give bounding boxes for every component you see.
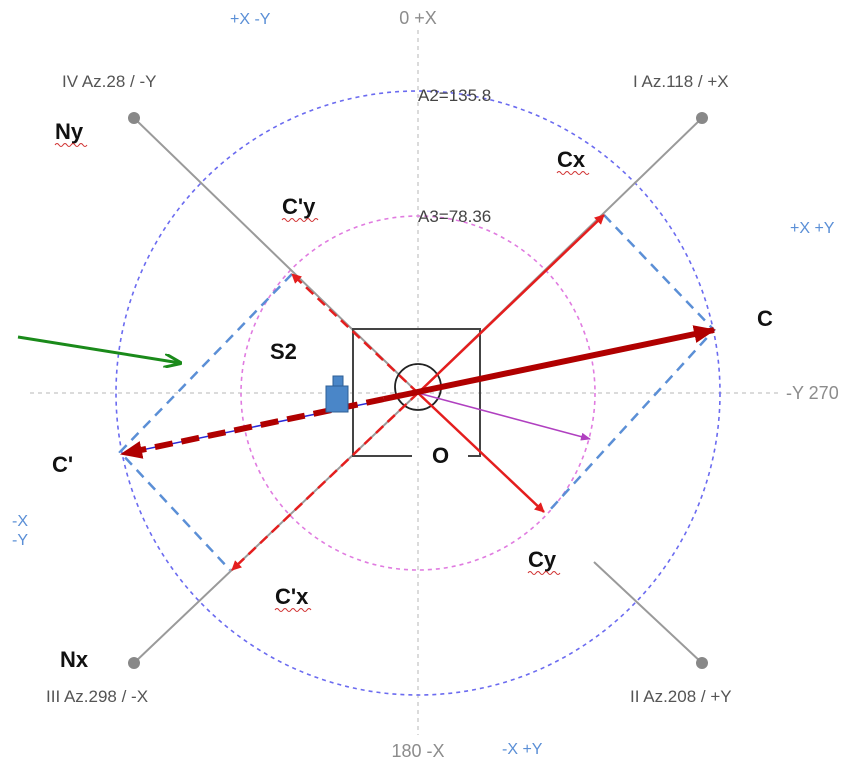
inner-circle-a3 xyxy=(240,215,596,571)
sign-label-right: +X +Y xyxy=(790,220,835,237)
quadrant-label-i: I Az.118 / +X xyxy=(633,72,729,91)
spell-underline-cx xyxy=(556,171,590,175)
circle-label-outer: A2=135.8 xyxy=(418,86,491,105)
wind-arrow xyxy=(17,335,180,363)
quadrant-dot-iv xyxy=(128,112,140,124)
sensor-icon xyxy=(325,375,349,413)
label-cx: Cx xyxy=(557,147,586,172)
sign-label-top: +X -Y xyxy=(230,11,271,28)
axis-label-bottom: 180 -X xyxy=(391,741,444,761)
quadrant-dot-iii xyxy=(128,657,140,669)
label-c-prime-y: C'y xyxy=(282,194,316,219)
label-ny: Ny xyxy=(55,119,84,144)
vector-cy xyxy=(417,392,545,513)
quadrant-dot-ii xyxy=(696,657,708,669)
vector-c-prime-y xyxy=(291,273,419,394)
spell-underline-c-prime-y xyxy=(281,218,319,222)
sign-label-left-2: -Y xyxy=(12,532,28,549)
label-o: O xyxy=(432,443,449,468)
label-c: C xyxy=(757,306,773,331)
axis-label-top: 0 +X xyxy=(399,8,437,28)
spell-underline-ny xyxy=(54,143,88,147)
label-c-prime-x: C'x xyxy=(275,584,309,609)
sign-label-bottom: -X +Y xyxy=(502,741,543,758)
projection-left xyxy=(118,273,293,571)
label-nx: Nx xyxy=(60,647,89,672)
vector-purple xyxy=(417,392,591,441)
quadrant-label-iv: IV Az.28 / -Y xyxy=(62,72,157,91)
origin-label-backing xyxy=(412,448,468,462)
quadrant-label-ii: II Az.208 / +Y xyxy=(630,687,732,706)
circle-label-inner: A3=78.36 xyxy=(418,207,491,226)
label-s2: S2 xyxy=(270,339,297,364)
quadrant-label-iii: III Az.298 / -X xyxy=(46,687,148,706)
sign-label-left-1: -X xyxy=(12,513,28,530)
quadrant-dot-i xyxy=(696,112,708,124)
quadrant-line-ii xyxy=(593,561,703,664)
vector-c xyxy=(383,325,716,402)
spell-underline-cy xyxy=(527,571,561,575)
projection-right xyxy=(547,214,716,513)
spell-underline-c-prime-x xyxy=(274,608,312,612)
vector-cx xyxy=(417,214,605,394)
label-c-prime: C' xyxy=(52,452,73,477)
outer-circle-a2 xyxy=(115,90,721,696)
axis-label-right: -Y 270 xyxy=(786,383,839,403)
vector-c-prime-x xyxy=(231,392,419,571)
label-cy: Cy xyxy=(528,547,557,572)
